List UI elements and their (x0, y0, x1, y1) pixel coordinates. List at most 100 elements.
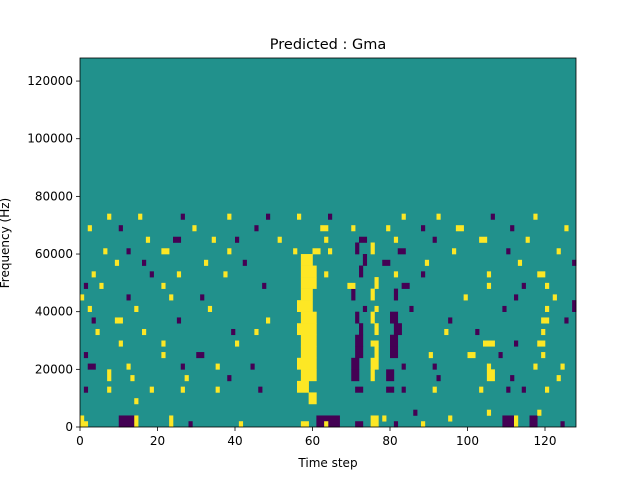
heatmap-cell (161, 340, 166, 347)
y-tick-label: 20000 (35, 362, 73, 376)
heatmap-cell (560, 421, 565, 428)
heatmap-cell (188, 421, 193, 428)
heatmap-cell (176, 271, 182, 278)
heatmap-cell (297, 300, 313, 312)
heatmap-cell (161, 352, 166, 359)
heatmap-cell (277, 236, 282, 243)
heatmap-cell (250, 363, 255, 370)
heatmap-cell (370, 415, 379, 428)
heatmap-cell (409, 305, 414, 312)
heatmap-cell (258, 386, 263, 393)
heatmap-cell (444, 328, 449, 336)
heatmap-cell (393, 236, 399, 243)
heatmap-cell (99, 282, 104, 289)
heatmap-cell (173, 236, 182, 243)
heatmap-cell (486, 369, 495, 382)
heatmap-cell (517, 259, 523, 266)
heatmap-cell (207, 305, 213, 312)
heatmap-cell (510, 375, 515, 382)
heatmap-cell (184, 375, 189, 382)
heatmap-cell (347, 282, 356, 289)
heatmap-cell (510, 225, 515, 232)
heatmap-cell (370, 242, 375, 255)
heatmap-cell (463, 294, 468, 301)
heatmap-cell (149, 271, 154, 278)
y-tick-label: 80000 (35, 189, 73, 203)
heatmap-cell (134, 305, 139, 312)
heatmap-cell (134, 398, 139, 405)
heatmap-cell (537, 271, 546, 278)
heatmap-cell (142, 328, 147, 336)
heatmap-cell (506, 248, 511, 255)
heatmap-cells (80, 213, 577, 428)
heatmap-cell (204, 259, 209, 266)
heatmap-cell (87, 363, 96, 370)
heatmap-cell (300, 369, 317, 382)
heatmap-cell (382, 259, 391, 266)
heatmap-cell (300, 254, 313, 266)
heatmap-cell (91, 317, 96, 324)
heatmap-cell (242, 259, 247, 266)
heatmap-cell (266, 317, 271, 324)
heatmap-cell (486, 363, 492, 370)
heatmap-cell (211, 236, 216, 243)
heatmap-cell (300, 288, 313, 301)
heatmap-cell (370, 357, 379, 370)
heatmap-cell (103, 248, 108, 255)
heatmap-cell (355, 386, 364, 393)
heatmap-cell (126, 248, 131, 255)
heatmap-cell (83, 282, 89, 289)
heatmap-cell (370, 369, 375, 382)
heatmap-cell (215, 363, 220, 370)
heatmap-cell (545, 386, 550, 393)
heatmap-cell (483, 340, 495, 347)
x-tick-label: 120 (534, 434, 557, 448)
heatmap-cell (200, 294, 205, 301)
heatmap-cell (293, 248, 298, 255)
heatmap-cell (556, 375, 561, 382)
heatmap-cell (308, 392, 317, 405)
heatmap-cell (525, 236, 530, 243)
heatmap-cell (533, 363, 538, 370)
heatmap-cell (455, 225, 464, 232)
heatmap-cell (390, 334, 399, 347)
heatmap-cell (118, 415, 135, 428)
heatmap-cell (370, 340, 379, 347)
heatmap-cell (362, 305, 368, 312)
heatmap-cell (235, 340, 240, 347)
heatmap-cell (134, 415, 139, 428)
heatmap-cell (393, 323, 402, 336)
heatmap-cell (401, 386, 406, 393)
heatmap-cell (126, 363, 131, 370)
heatmap-cell (386, 386, 395, 393)
heatmap-cell (436, 213, 441, 220)
heatmap-cell (80, 415, 85, 428)
x-tick-label: 40 (227, 434, 242, 448)
heatmap-cell (87, 305, 92, 312)
heatmap-cell (223, 271, 228, 278)
heatmap-cell (432, 236, 437, 243)
heatmap-cell (180, 213, 185, 220)
heatmap-cell (490, 213, 495, 220)
heatmap-cell (107, 213, 112, 220)
heatmap-cell (386, 369, 395, 382)
heatmap-cell (351, 369, 360, 382)
heatmap-cell (390, 311, 399, 324)
x-tick-label: 100 (456, 434, 479, 448)
heatmap-cell (297, 380, 309, 393)
heatmap-cell (324, 421, 329, 428)
heatmap-cell (176, 317, 182, 324)
heatmap-cell (498, 352, 503, 359)
heatmap-cell (83, 421, 89, 428)
heatmap-cell (262, 282, 267, 289)
heatmap-cell (390, 346, 399, 359)
heatmap-cell (300, 334, 317, 347)
x-tick-label: 20 (150, 434, 165, 448)
heatmap-cell (556, 248, 561, 255)
heatmap-cell (114, 259, 120, 266)
heatmap-cell (479, 386, 484, 393)
heatmap-cell (320, 225, 329, 232)
heatmap-cell (452, 248, 457, 255)
x-axis-label: Time step (297, 456, 357, 470)
